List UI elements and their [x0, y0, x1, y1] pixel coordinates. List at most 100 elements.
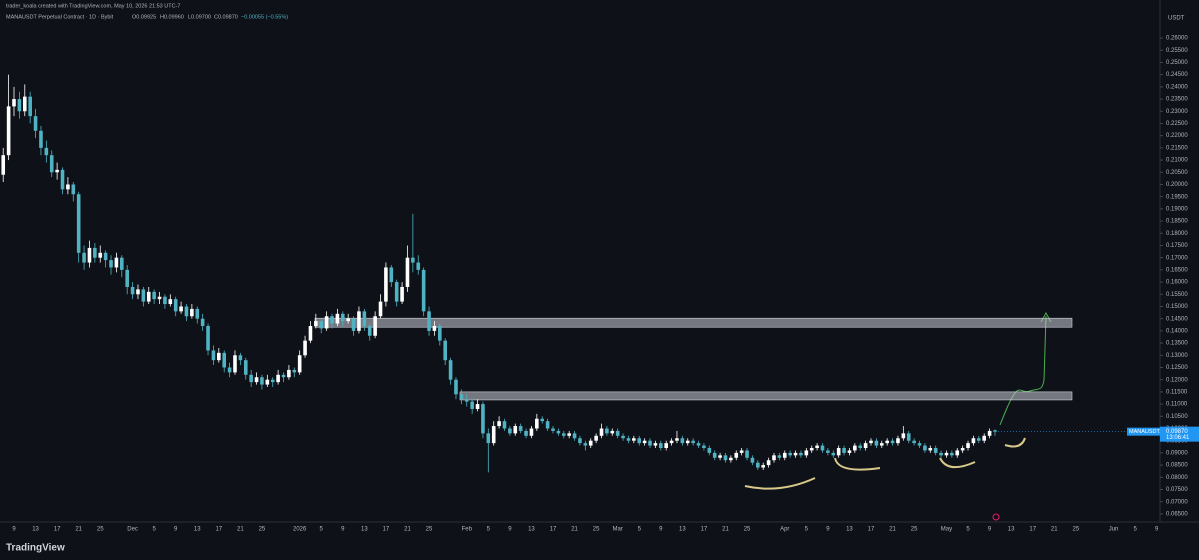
y-tick-label: 0.19000	[1166, 206, 1188, 212]
candle-body	[459, 394, 464, 400]
x-tick-label: 9	[12, 527, 16, 533]
x-tick-label: 5	[152, 527, 156, 533]
candle-body	[912, 440, 916, 444]
candle-body	[578, 438, 582, 444]
candle-body	[233, 355, 237, 373]
candle-body	[12, 99, 16, 107]
candle-body	[22, 96, 27, 112]
candle-body	[55, 169, 59, 173]
candle-body	[659, 443, 663, 449]
candle-body	[890, 440, 895, 444]
candle-body	[120, 257, 124, 270]
candle-body	[809, 448, 814, 451]
x-tick-label: 21	[571, 527, 578, 533]
y-tick-label: 0.23000	[1166, 109, 1188, 115]
candle-body	[130, 286, 135, 295]
y-tick-label: 0.11500	[1166, 389, 1188, 395]
y-tick-label: 0.18500	[1166, 219, 1188, 225]
y-tick-label: 0.23500	[1166, 97, 1188, 103]
candle-body	[594, 435, 598, 441]
y-tick-label: 0.11000	[1166, 402, 1188, 408]
candle-body	[357, 311, 361, 331]
ohlc-low: L0.09700	[188, 14, 211, 20]
candle-body	[950, 452, 954, 456]
y-tick-label: 0.12000	[1166, 377, 1188, 383]
candle-body	[826, 450, 830, 453]
candle-body	[448, 360, 453, 380]
x-tick-label: 21	[722, 527, 729, 533]
candle-body	[28, 96, 32, 117]
candle-body	[367, 326, 372, 336]
candle-body	[874, 440, 879, 446]
x-tick-label: 25	[426, 527, 433, 533]
y-tick-label: 0.25000	[1166, 60, 1188, 66]
x-tick-label: 9	[1155, 527, 1159, 533]
candle-body	[858, 445, 863, 449]
x-tick-label: 9	[826, 527, 830, 533]
candle-body	[475, 404, 480, 409]
candle-body	[405, 257, 410, 287]
candle-body	[190, 308, 194, 317]
candle-body	[60, 169, 65, 190]
candle-body	[184, 306, 189, 317]
x-tick-label: 25	[97, 527, 104, 533]
candle-body	[125, 269, 129, 287]
x-tick-label: 17	[701, 527, 708, 533]
candle-body	[955, 450, 960, 456]
x-tick-label: Feb	[462, 527, 473, 533]
candle-body	[933, 448, 938, 453]
candle-body	[712, 452, 717, 458]
x-tick-label: 13	[528, 527, 535, 533]
candle-body	[793, 452, 798, 456]
candle-body	[588, 440, 593, 446]
candle-body	[610, 430, 615, 434]
candle-body	[292, 369, 297, 373]
candle-body	[136, 289, 140, 295]
candle-body	[351, 318, 356, 331]
countdown-label: 13:06:41	[1166, 435, 1190, 441]
candle-body	[432, 326, 437, 331]
candle-body	[772, 455, 776, 461]
y-tick-label: 0.18000	[1166, 231, 1188, 237]
candle-body	[906, 433, 911, 441]
candle-body	[707, 448, 712, 453]
candle-body	[675, 438, 679, 441]
candle-body	[664, 443, 668, 449]
candle-body	[378, 301, 383, 317]
candle-body	[836, 448, 841, 456]
y-tick-label: 0.09000	[1166, 450, 1188, 456]
candle-body	[535, 418, 539, 429]
candle-body	[217, 352, 221, 361]
x-tick-label: 17	[550, 527, 557, 533]
candle-body	[626, 438, 631, 441]
y-tick-label: 0.24000	[1166, 84, 1188, 90]
candle-body	[314, 321, 318, 327]
y-tick-label: 0.15500	[1166, 292, 1188, 298]
candle-body	[804, 450, 809, 456]
x-tick-label: 17	[215, 527, 222, 533]
candle-body	[691, 440, 695, 444]
candle-body	[853, 445, 857, 451]
candle-body	[502, 421, 507, 429]
candle-body	[966, 443, 970, 449]
x-tick-label: Dec	[127, 527, 138, 533]
candle-body	[987, 430, 992, 436]
y-tick-label: 0.13000	[1166, 353, 1188, 359]
candle-body	[438, 326, 442, 341]
x-tick-label: 13	[1008, 527, 1015, 533]
x-tick-label: 13	[361, 527, 368, 533]
candle-body	[842, 448, 846, 453]
candle-body	[400, 286, 404, 302]
candle-body	[421, 269, 426, 312]
candle-body	[863, 443, 868, 449]
projection-arrow	[999, 315, 1047, 426]
x-tick-label: Mar	[613, 527, 623, 533]
y-tick-label: 0.21500	[1166, 145, 1188, 151]
y-tick-label: 0.14500	[1166, 316, 1188, 322]
candle-body	[497, 421, 501, 427]
candle-body	[71, 184, 76, 195]
candle-body	[524, 430, 528, 436]
candle-body	[486, 433, 491, 444]
candle-body	[518, 426, 523, 431]
candle-body	[6, 106, 11, 156]
